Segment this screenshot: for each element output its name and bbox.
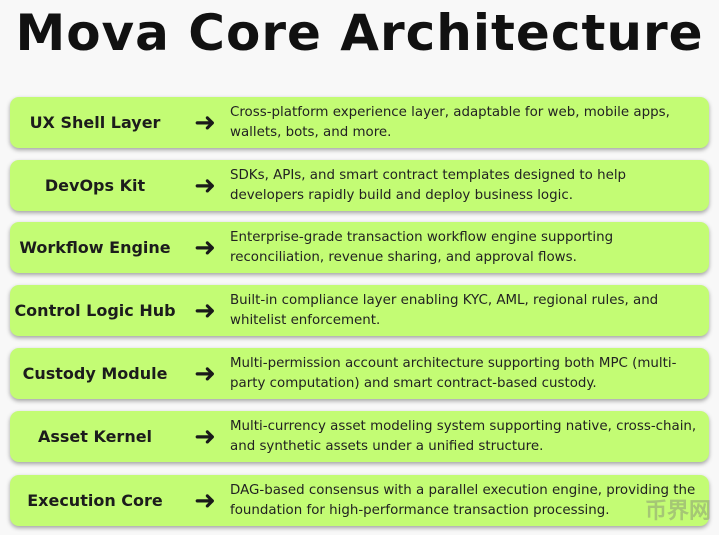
layer-name: Workflow Engine xyxy=(19,238,171,257)
layer-row: Execution Core ➜ DAG-based consensus wit… xyxy=(10,475,709,526)
arrow-right-icon: ➜ xyxy=(194,485,216,516)
layer-name: Control Logic Hub xyxy=(14,301,176,320)
arrow-right-icon: ➜ xyxy=(194,107,216,138)
layer-row: Workflow Engine ➜ Enterprise-grade trans… xyxy=(10,222,709,273)
layer-description: Multi-currency asset modeling system sup… xyxy=(230,418,697,454)
layer-name: Execution Core xyxy=(27,491,163,510)
layer-description: Enterprise-grade transaction workflow en… xyxy=(230,229,614,265)
layer-row: UX Shell Layer ➜ Cross-platform experien… xyxy=(10,97,709,148)
layer-row: Asset Kernel ➜ Multi-currency asset mode… xyxy=(10,411,709,462)
layer-description: Built-in compliance layer enabling KYC, … xyxy=(230,292,659,328)
arrow-right-icon: ➜ xyxy=(194,358,216,389)
page-title: Mova Core Architecture xyxy=(15,4,704,62)
arrow-right-icon: ➜ xyxy=(194,232,216,263)
layer-description: SDKs, APIs, and smart contract templates… xyxy=(230,167,627,203)
layer-row: Control Logic Hub ➜ Built-in compliance … xyxy=(10,285,709,336)
layer-name: UX Shell Layer xyxy=(29,113,161,132)
layer-name: Asset Kernel xyxy=(37,427,153,446)
layer-row: DevOps Kit ➜ SDKs, APIs, and smart contr… xyxy=(10,160,709,211)
layer-name: Custody Module xyxy=(22,364,168,383)
layer-row: Custody Module ➜ Multi-permission accoun… xyxy=(10,348,709,399)
layer-description: Cross-platform experience layer, adaptab… xyxy=(230,104,670,140)
arrow-right-icon: ➜ xyxy=(194,421,216,452)
arrow-right-icon: ➜ xyxy=(194,170,216,201)
arrow-right-icon: ➜ xyxy=(194,295,216,326)
layer-description: Multi-permission account architecture su… xyxy=(230,355,677,391)
layer-description: DAG-based consensus with a parallel exec… xyxy=(230,482,696,518)
layer-name: DevOps Kit xyxy=(44,176,146,195)
watermark: 币界网 xyxy=(644,499,711,524)
